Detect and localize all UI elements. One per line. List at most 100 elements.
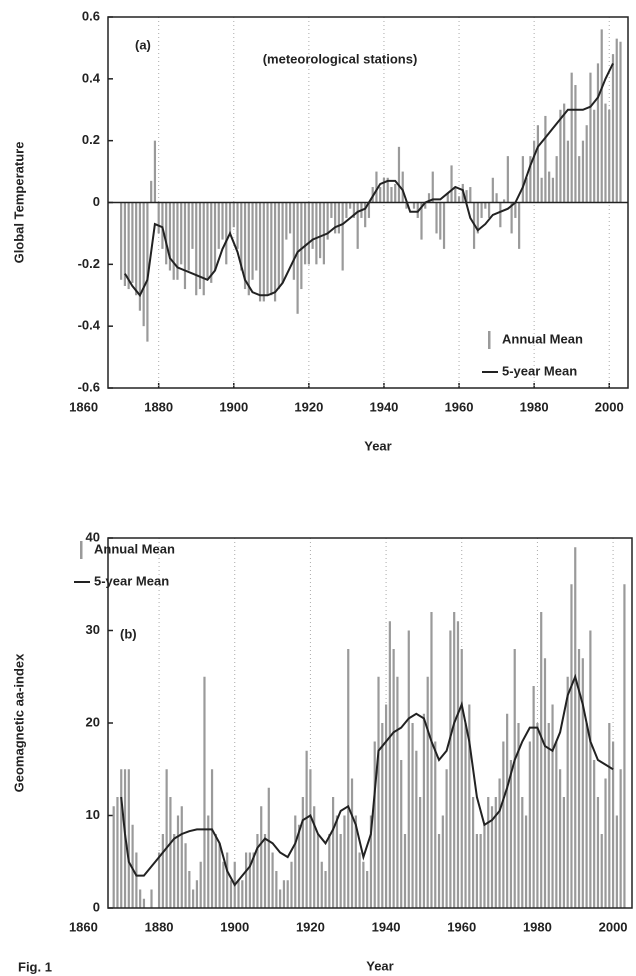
- x-tick-label: 1900: [220, 919, 249, 934]
- bar: [135, 202, 138, 296]
- bar: [221, 202, 224, 240]
- bar: [213, 202, 217, 271]
- bar: [608, 723, 611, 908]
- bar: [559, 109, 562, 203]
- bar: [502, 741, 505, 908]
- bar: [422, 713, 426, 908]
- bar: [328, 834, 331, 908]
- bar: [301, 797, 304, 908]
- bar: [232, 202, 235, 228]
- x-tick-label: 1960: [447, 919, 476, 934]
- bar: [210, 202, 213, 283]
- x-axis-label: Year: [364, 438, 391, 453]
- bar: [600, 834, 603, 908]
- bar: [273, 202, 277, 302]
- legend-swatch: [80, 541, 83, 559]
- bar: [525, 177, 528, 203]
- bar: [420, 202, 423, 240]
- bar: [150, 889, 153, 908]
- bar: [551, 177, 555, 203]
- x-tick-label: 1940: [372, 919, 401, 934]
- bar: [449, 630, 452, 908]
- bar: [457, 196, 461, 203]
- bar: [240, 202, 243, 271]
- y-tick-label: 0.6: [82, 8, 100, 23]
- bar: [596, 63, 600, 203]
- bar: [384, 704, 388, 908]
- y-tick-label: 0: [93, 899, 100, 914]
- bar: [566, 676, 569, 908]
- bar: [510, 202, 513, 234]
- bar: [517, 723, 520, 908]
- bar: [366, 871, 369, 908]
- bar: [437, 834, 441, 908]
- bar: [236, 202, 239, 249]
- bar: [195, 880, 199, 908]
- y-tick-label: 0: [93, 194, 100, 209]
- bar: [574, 547, 577, 908]
- bar: [581, 140, 585, 203]
- bar: [577, 649, 581, 908]
- bar: [578, 156, 581, 203]
- bar: [131, 824, 134, 908]
- y-tick-label: 0.4: [82, 70, 101, 85]
- bar: [282, 880, 286, 908]
- bar: [248, 852, 251, 908]
- bar: [339, 834, 342, 908]
- bar: [285, 202, 288, 240]
- bar: [176, 815, 180, 908]
- bar: [499, 202, 502, 228]
- bar: [471, 797, 475, 908]
- bar: [319, 202, 322, 259]
- bar: [400, 760, 403, 908]
- bar: [407, 630, 410, 908]
- y-tick-label: 40: [86, 529, 100, 544]
- bar: [377, 676, 380, 908]
- bar: [611, 54, 615, 203]
- bar: [469, 187, 472, 203]
- plot-frame: [107, 537, 633, 909]
- bar: [593, 760, 596, 908]
- bar: [243, 202, 247, 290]
- bar: [322, 202, 325, 265]
- bar: [255, 202, 258, 271]
- bar: [509, 760, 513, 908]
- bar: [487, 202, 491, 218]
- x-tick-label: 1880: [145, 919, 174, 934]
- bar: [439, 202, 442, 240]
- x-tick-label: 1920: [294, 399, 323, 414]
- bar: [267, 787, 270, 908]
- bar: [362, 861, 365, 908]
- y-axis-label: Global Temperature: [11, 142, 26, 264]
- bar: [188, 871, 191, 908]
- bar: [297, 824, 301, 908]
- bar: [589, 630, 592, 908]
- bar: [192, 889, 195, 908]
- bar: [169, 797, 172, 908]
- bar: [202, 202, 205, 296]
- x-tick-label: 1980: [520, 399, 549, 414]
- legend-label: Annual Mean: [94, 541, 175, 556]
- bar: [112, 806, 115, 908]
- bar: [382, 177, 386, 203]
- bar: [142, 898, 146, 908]
- bar: [313, 806, 316, 908]
- bar: [503, 199, 506, 203]
- bar: [139, 889, 142, 908]
- bar: [195, 202, 198, 296]
- bar: [487, 797, 490, 908]
- bar: [127, 769, 130, 908]
- plot-frame: [107, 16, 629, 389]
- bar: [180, 202, 183, 265]
- x-tick-label: 2000: [595, 399, 624, 414]
- annotation: (b): [120, 626, 137, 641]
- bar: [296, 202, 299, 314]
- bar: [589, 72, 592, 203]
- bar: [157, 852, 161, 908]
- bar: [138, 202, 142, 311]
- x-tick-label: 1920: [296, 919, 325, 934]
- bar: [544, 115, 547, 203]
- bar: [524, 815, 528, 908]
- bar: [392, 649, 395, 908]
- bar: [288, 202, 292, 234]
